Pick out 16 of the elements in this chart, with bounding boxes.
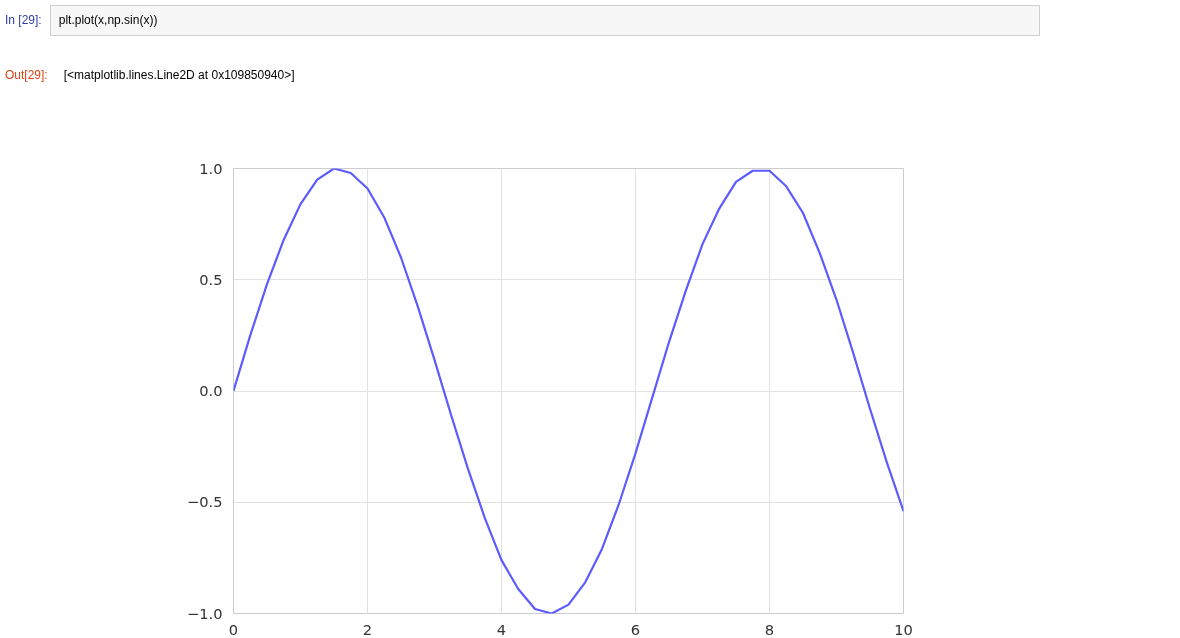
y-tick-label: −1.0 [186,604,223,622]
text: [<matplotlib.lines.Line2D at 0x109850940>] [62,68,295,82]
x-tick-label: 6 [630,620,641,638]
y-tick-label: 1.0 [199,159,223,177]
x-tick-label: 8 [764,620,775,638]
y-tick-label: 0.5 [199,270,223,288]
text: plt.plot(x,np.sin(x)) [49,5,1040,37]
text: Out[29]: [5,68,49,82]
text: In [29]: [5,13,43,27]
x-tick-label: 2 [362,620,373,638]
x-tick-label: 10 [894,620,913,638]
x-tick-label: 4 [496,620,507,638]
y-tick-label: 0.0 [199,382,223,399]
x-tick-label: 0 [228,620,239,638]
y-tick-label: −0.5 [186,493,223,511]
line-series [233,168,904,614]
